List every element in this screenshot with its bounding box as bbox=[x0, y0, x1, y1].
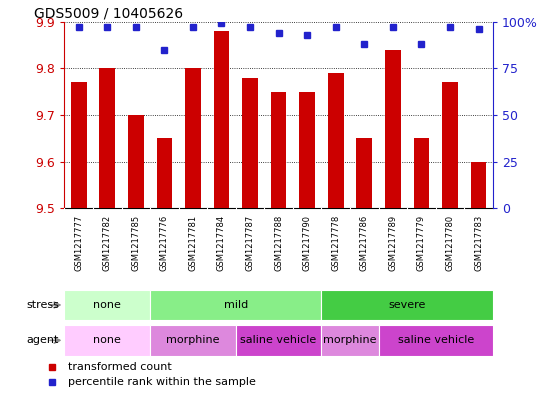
Bar bbox=[385, 50, 401, 208]
Bar bbox=[442, 82, 458, 208]
Text: morphine: morphine bbox=[166, 335, 220, 345]
Text: GSM1217782: GSM1217782 bbox=[102, 215, 112, 271]
Text: GSM1217788: GSM1217788 bbox=[274, 215, 283, 271]
Text: severe: severe bbox=[389, 300, 426, 310]
Text: GSM1217778: GSM1217778 bbox=[331, 215, 340, 271]
Text: GSM1217781: GSM1217781 bbox=[188, 215, 198, 271]
Bar bbox=[328, 73, 344, 208]
Bar bbox=[413, 138, 430, 208]
Bar bbox=[150, 325, 236, 356]
Text: GSM1217777: GSM1217777 bbox=[74, 215, 83, 271]
Bar bbox=[236, 325, 321, 356]
Bar bbox=[270, 92, 287, 208]
Text: GSM1217776: GSM1217776 bbox=[160, 215, 169, 271]
Bar bbox=[321, 290, 493, 320]
Bar bbox=[213, 31, 230, 208]
Text: GSM1217779: GSM1217779 bbox=[417, 215, 426, 271]
Bar bbox=[299, 92, 315, 208]
Text: percentile rank within the sample: percentile rank within the sample bbox=[68, 377, 255, 387]
Bar bbox=[321, 325, 379, 356]
Bar bbox=[71, 82, 87, 208]
Text: GSM1217780: GSM1217780 bbox=[445, 215, 455, 271]
Bar bbox=[128, 115, 144, 208]
Bar bbox=[64, 290, 150, 320]
Bar bbox=[156, 138, 172, 208]
Text: stress: stress bbox=[26, 300, 59, 310]
Text: mild: mild bbox=[223, 300, 248, 310]
Bar bbox=[356, 138, 372, 208]
Text: transformed count: transformed count bbox=[68, 362, 171, 372]
Text: GSM1217790: GSM1217790 bbox=[302, 215, 312, 270]
Bar bbox=[99, 68, 115, 208]
Text: GDS5009 / 10405626: GDS5009 / 10405626 bbox=[34, 6, 184, 20]
Bar bbox=[64, 325, 150, 356]
Text: saline vehicle: saline vehicle bbox=[240, 335, 317, 345]
Text: GSM1217789: GSM1217789 bbox=[388, 215, 398, 271]
Bar bbox=[185, 68, 201, 208]
Text: GSM1217784: GSM1217784 bbox=[217, 215, 226, 271]
Text: saline vehicle: saline vehicle bbox=[398, 335, 474, 345]
Bar bbox=[379, 325, 493, 356]
Text: GSM1217787: GSM1217787 bbox=[245, 215, 255, 271]
Text: GSM1217786: GSM1217786 bbox=[360, 215, 369, 271]
Bar bbox=[242, 77, 258, 208]
Bar bbox=[470, 162, 487, 208]
Text: agent: agent bbox=[26, 335, 59, 345]
Text: none: none bbox=[94, 335, 121, 345]
Bar bbox=[150, 290, 321, 320]
Text: morphine: morphine bbox=[323, 335, 377, 345]
Text: none: none bbox=[94, 300, 121, 310]
Text: GSM1217783: GSM1217783 bbox=[474, 215, 483, 271]
Text: GSM1217785: GSM1217785 bbox=[131, 215, 141, 271]
